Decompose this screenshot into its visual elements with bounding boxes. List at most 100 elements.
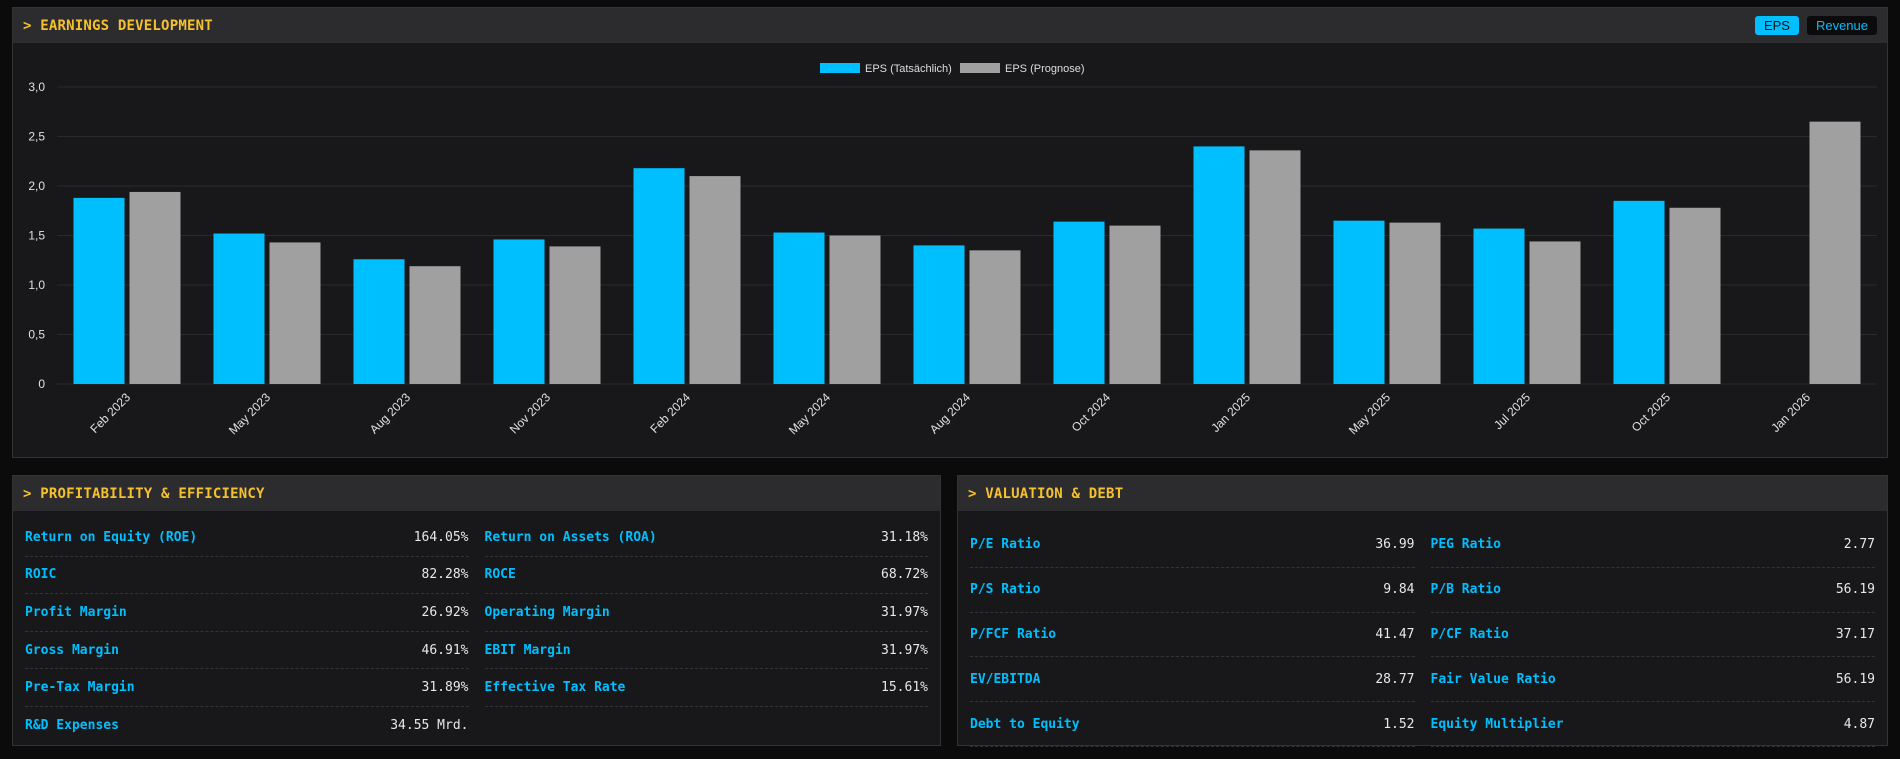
metric-value: 34.55 Mrd. [390,717,469,733]
metric-row: P/S Ratio 9.84 [970,568,1415,613]
y-tick-label: 1,5 [28,229,45,243]
x-tick-label: May 2025 [1346,390,1393,437]
legend-swatch-actual [820,63,860,73]
x-tick-label: Nov 2023 [507,390,553,436]
metric-value: 4.87 [1843,716,1875,732]
y-tick-label: 3,0 [28,80,45,94]
metric-label: Effective Tax Rate [484,680,626,696]
metric-label: P/B Ratio [1430,582,1501,598]
metric-row: ROIC 82.28% [25,557,469,595]
bar-eps-actual[interactable] [1473,228,1525,384]
metric-label: Return on Assets (ROA) [484,529,657,545]
bar-eps-actual[interactable] [1613,200,1665,384]
bar-eps-actual[interactable] [353,259,405,384]
y-tick-label: 0,5 [28,328,45,342]
metric-label: Pre-Tax Margin [25,680,135,696]
earnings-title: > EARNINGS DEVELOPMENT [23,17,213,34]
metric-label: PEG Ratio [1430,537,1501,553]
metric-label: P/CF Ratio [1430,626,1509,642]
bar-eps-forecast[interactable] [969,250,1021,384]
metric-value: 164.05% [413,529,469,545]
metric-row: Equity Multiplier 4.87 [1430,702,1875,747]
metric-value: 31.97% [881,604,928,620]
metric-value: 41.47 [1375,626,1415,642]
metric-value: 2.77 [1843,537,1875,553]
bar-eps-forecast[interactable] [549,246,601,384]
metric-value: 1.52 [1383,716,1415,732]
metric-label: EV/EBITDA [970,671,1041,687]
bar-eps-actual[interactable] [633,168,685,384]
bar-eps-forecast[interactable] [689,176,741,384]
metric-label: ROCE [484,567,516,583]
bar-eps-actual[interactable] [1053,221,1105,384]
metric-value: 68.72% [881,567,928,583]
profitability-title: > PROFITABILITY & EFFICIENCY [23,485,265,502]
metric-value: 56.19 [1835,582,1875,598]
x-tick-label: Oct 2025 [1629,390,1674,435]
bar-eps-actual[interactable] [73,197,125,384]
revenue-toggle-button[interactable]: Revenue [1806,16,1877,35]
metric-label: P/E Ratio [970,537,1041,553]
metric-row: P/FCF Ratio 41.47 [970,613,1415,658]
metric-row: P/B Ratio 56.19 [1430,568,1875,613]
bar-eps-forecast[interactable] [269,242,321,384]
valuation-header: > VALUATION & DEBT [958,476,1887,511]
x-tick-label: Aug 2023 [367,390,413,436]
bar-eps-actual[interactable] [1333,220,1385,384]
metric-label: Operating Margin [484,604,610,620]
metric-label: Fair Value Ratio [1430,671,1556,687]
metric-label: Gross Margin [25,642,119,658]
valuation-title: > VALUATION & DEBT [968,485,1124,502]
x-tick-label: Feb 2024 [647,390,693,436]
x-tick-label: Feb 2023 [87,390,133,436]
bar-eps-forecast[interactable] [1249,150,1301,384]
metric-value: 9.84 [1383,582,1415,598]
legend-label-forecast: EPS (Prognose) [1005,63,1084,75]
metric-row: Operating Margin 31.97% [484,594,928,632]
metric-label: Return on Equity (ROE) [25,529,198,545]
profitability-panel: > PROFITABILITY & EFFICIENCY Return on E… [12,475,941,746]
bar-eps-forecast[interactable] [1389,222,1441,384]
metric-value: 56.19 [1835,671,1875,687]
metric-row: P/CF Ratio 37.17 [1430,613,1875,658]
legend-swatch-forecast [960,63,1000,73]
metric-value: 46.91% [421,642,469,658]
bar-eps-forecast[interactable] [129,191,181,384]
bar-eps-forecast[interactable] [1109,225,1161,384]
y-tick-label: 1,0 [28,278,45,292]
metric-row: Pre-Tax Margin 31.89% [25,669,469,707]
valuation-panel: > VALUATION & DEBT P/E Ratio 36.99 PEG Rat… [957,475,1888,747]
bar-eps-actual[interactable] [913,245,965,384]
metric-label: ROIC [25,567,57,583]
metric-label: Profit Margin [25,604,127,620]
bar-eps-forecast[interactable] [409,266,461,384]
metric-row: Profit Margin 26.92% [25,594,469,632]
metric-label: EBIT Margin [484,642,571,658]
metric-row: R&D Expenses 34.55 Mrd. [25,707,469,744]
bar-eps-actual[interactable] [773,232,825,384]
eps-toggle-button[interactable]: EPS [1754,16,1799,35]
x-tick-label: May 2023 [226,390,273,437]
bar-eps-forecast[interactable] [1529,241,1581,384]
valuation-metrics: P/E Ratio 36.99 PEG Ratio 2.77 P/S Ratio 9.84… [958,511,1887,747]
metric-row: PEG Ratio 2.77 [1430,523,1875,568]
metric-label: P/FCF Ratio [970,626,1057,642]
metric-row: P/E Ratio 36.99 [970,523,1415,568]
y-tick-label: 0 [38,377,45,391]
y-tick-label: 2,0 [28,179,45,193]
profitability-header: > PROFITABILITY & EFFICIENCY [13,476,940,511]
bar-eps-forecast[interactable] [1669,207,1721,384]
metric-row: EBIT Margin 31.97% [484,632,928,670]
metric-value: 15.61% [881,680,928,696]
metric-value: 26.92% [421,604,469,620]
bar-eps-forecast[interactable] [829,235,881,385]
metric-row: ROCE 68.72% [484,557,928,595]
metric-value: 31.97% [881,642,928,658]
bar-eps-forecast[interactable] [1809,121,1861,385]
bar-eps-actual[interactable] [1193,146,1245,384]
metric-label: P/S Ratio [970,582,1041,598]
bar-eps-actual[interactable] [493,239,545,384]
bar-eps-actual[interactable] [213,233,265,384]
profitability-metrics: Return on Equity (ROE) 164.05% Return on A… [13,511,940,744]
metric-value: 37.17 [1835,626,1875,642]
